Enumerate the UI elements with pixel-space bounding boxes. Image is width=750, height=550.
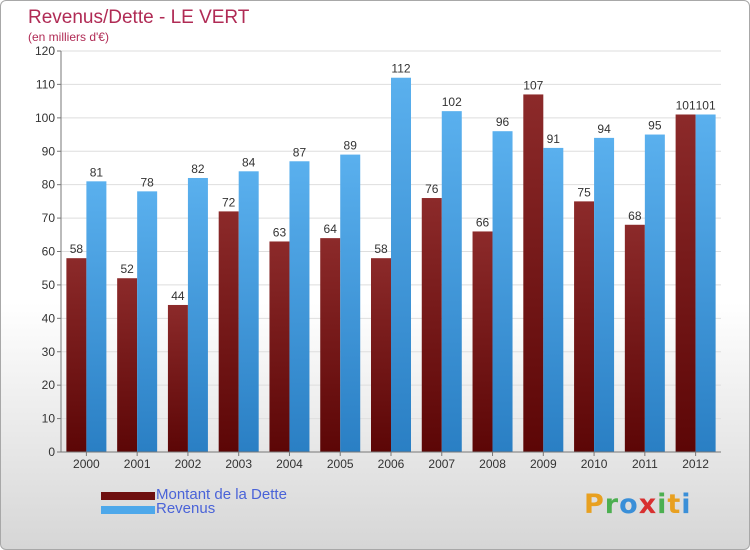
legend-label-revenue: Revenus [156,500,216,517]
data-label: 101 [676,98,696,112]
y-tick-label: 100 [35,111,55,125]
y-tick-label: 0 [48,445,55,459]
x-tick-label: 2005 [327,457,354,471]
logo-letter: o [619,489,639,520]
data-label: 89 [344,139,358,153]
debt-bar [624,224,645,452]
y-tick-label: 120 [35,44,55,58]
y-tick-label: 60 [42,245,56,259]
chart-title: Revenus/Dette - LE VERT [28,7,250,28]
data-label: 81 [90,165,104,179]
data-label: 82 [191,162,205,176]
data-label: 64 [324,222,338,236]
x-tick-label: 2009 [530,457,557,471]
revenue-bar [86,181,107,452]
y-tick-label: 110 [36,77,55,91]
axes: 0 10 20 30 40 50 60 70 80 90 100 110 120 2000 2001 2002… [35,44,721,471]
x-tick-label: 2006 [378,457,405,471]
x-tick-label: 2010 [581,457,608,471]
revenue-bar [594,137,615,452]
debt-bar [675,114,696,452]
revenue-bar [391,77,411,452]
legend-swatch-revenue [101,506,155,514]
data-label: 63 [273,225,287,239]
revenue-bar [289,161,310,452]
y-tick-label: 40 [42,311,56,325]
data-label: 58 [70,242,84,256]
debt-bar [66,258,87,452]
y-tick-label: 20 [42,378,56,392]
legend-swatch-debt [101,492,155,500]
y-tick-label: 10 [42,412,56,426]
data-label: 72 [222,195,236,209]
x-tick-label: 2000 [73,457,100,471]
x-tick-label: 2011 [632,457,658,471]
data-label: 101 [696,98,716,112]
data-label: 58 [374,242,388,256]
data-label: 94 [597,122,611,136]
debt-bar [371,258,391,452]
data-label: 66 [476,215,490,229]
logo-letter: x [638,489,658,520]
chart-subtitle: (en milliers d'€) [28,30,109,44]
data-labels: 58 81 52 78 44 82 72 84 63 87 64 89 58 112 76 102 66 96 10… [70,62,716,303]
data-label: 112 [391,62,410,76]
revenue-bar [695,114,716,452]
proxiti-logo: Proxiti [584,489,692,520]
revenue-bar [340,154,361,452]
data-label: 102 [442,95,462,109]
debt-bar [574,201,595,452]
data-label: 87 [293,145,307,159]
debt-bar [218,211,239,452]
data-label: 44 [171,289,185,303]
data-label: 96 [496,115,510,129]
debt-bar [269,241,290,452]
x-tick-label: 2003 [225,457,252,471]
data-label: 76 [425,182,439,196]
data-label: 95 [648,119,662,133]
data-label: 91 [547,132,561,146]
debt-bar [117,278,138,452]
revenue-bar [644,134,665,452]
debt-bar [320,238,341,452]
x-tick-label: 2001 [124,457,151,471]
x-tick-label: 2007 [428,457,455,471]
y-tick-label: 70 [42,211,56,225]
bars [66,77,716,453]
debt-bar [472,231,493,452]
x-tick-label: 2008 [479,457,506,471]
logo-letter: i [681,489,692,520]
debt-bar [523,94,544,453]
debt-bar [167,304,188,452]
legend-label-debt: Montant de la Dette [156,486,287,503]
logo-letter: r [604,489,620,520]
x-tick-label: 2012 [682,457,709,471]
data-label: 75 [577,185,591,199]
revenue-bar [543,147,564,453]
y-tick-label: 90 [42,144,56,158]
y-tick-label: 30 [42,345,56,359]
data-label: 78 [140,175,154,189]
revenue-bar [441,111,462,453]
data-label: 52 [120,262,134,276]
revenue-bar [187,177,208,452]
revenue-bar [137,191,158,452]
logo-letter: i [657,489,668,520]
revenue-bar [492,131,513,452]
revenue-bar [238,171,259,453]
y-tick-label: 80 [42,178,56,192]
debt-bar [421,198,442,452]
logo-letter: P [584,489,605,520]
data-label: 68 [628,209,642,223]
x-tick-label: 2004 [276,457,303,471]
data-label: 107 [523,78,543,92]
y-tick-label: 50 [42,278,56,292]
logo-letter: t [667,489,682,520]
x-tick-label: 2002 [175,457,202,471]
data-label: 84 [242,155,256,169]
